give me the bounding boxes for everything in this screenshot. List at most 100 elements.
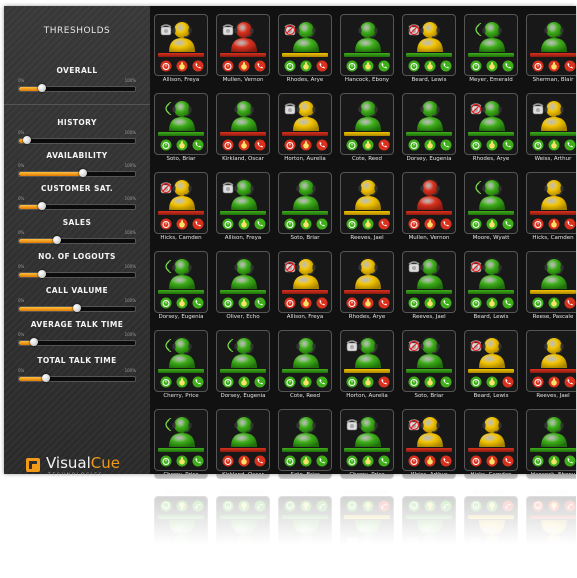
money-bag-icon[interactable]: [176, 500, 188, 512]
agent-card[interactable]: Beard, Lewis: [464, 487, 518, 558]
agent-card[interactable]: Kirkland, Oscar: [216, 474, 270, 479]
agent-card[interactable]: Reeves, Jael: [340, 172, 394, 243]
agent-card[interactable]: Weiss, Arthur: [402, 474, 456, 479]
money-bag-icon[interactable]: [238, 500, 250, 512]
timer-icon[interactable]: [160, 500, 172, 512]
agent-card[interactable]: Reese, Pascale: [526, 566, 576, 574]
handset-icon[interactable]: [192, 218, 204, 230]
money-bag-icon[interactable]: [176, 297, 188, 309]
handset-icon[interactable]: [564, 297, 576, 309]
agent-card[interactable]: Soto, Briar: [278, 172, 332, 243]
handset-icon[interactable]: [440, 297, 452, 309]
agent-card[interactable]: Hancock, Ebony: [526, 409, 576, 474]
threshold-slider-average-talk-time[interactable]: AVERAGE TALK TIME 0% 100%: [14, 320, 140, 358]
timer-icon[interactable]: [284, 297, 296, 309]
agent-card[interactable]: Kirkland, Oscar: [216, 93, 270, 164]
timer-icon[interactable]: [222, 297, 234, 309]
timer-icon[interactable]: [532, 376, 544, 388]
agent-card[interactable]: Reeves, Jael: [526, 330, 576, 401]
handset-icon[interactable]: [440, 455, 452, 467]
timer-icon[interactable]: [160, 60, 172, 72]
timer-icon[interactable]: [160, 218, 172, 230]
timer-icon[interactable]: [532, 455, 544, 467]
agent-card[interactable]: Dorsey, Eugenia: [402, 93, 456, 164]
agent-card[interactable]: Horton, Aurelia: [340, 330, 394, 401]
timer-icon[interactable]: [408, 376, 420, 388]
handset-icon[interactable]: [254, 455, 266, 467]
threshold-slider-overall[interactable]: OVERALL 0% 100%: [14, 66, 140, 104]
timer-icon[interactable]: [160, 297, 172, 309]
slider-handle[interactable]: [73, 304, 81, 312]
agent-card[interactable]: Sherman, Blair: [526, 14, 576, 85]
timer-icon[interactable]: [160, 455, 172, 467]
slider-track[interactable]: [18, 374, 136, 382]
handset-icon[interactable]: [192, 455, 204, 467]
timer-icon[interactable]: [532, 60, 544, 72]
handset-icon[interactable]: [316, 455, 328, 467]
timer-icon[interactable]: [222, 455, 234, 467]
slider-track[interactable]: [18, 304, 136, 312]
timer-icon[interactable]: [222, 218, 234, 230]
agent-card[interactable]: Cote, Reed: [278, 487, 332, 558]
agent-card[interactable]: Cherry, Price: [154, 330, 208, 401]
handset-icon[interactable]: [440, 218, 452, 230]
agent-card[interactable]: Cherry, Price: [340, 474, 394, 479]
handset-icon[interactable]: [564, 139, 576, 151]
agent-card[interactable]: Cherry, Price: [154, 487, 208, 558]
threshold-slider-history[interactable]: HISTORY 0% 100%: [14, 118, 140, 156]
money-bag-icon[interactable]: [424, 139, 436, 151]
money-bag-icon[interactable]: [176, 376, 188, 388]
threshold-slider-call-valume[interactable]: CALL VALUME 0% 100%: [14, 286, 140, 324]
money-bag-icon[interactable]: [176, 139, 188, 151]
slider-track[interactable]: [18, 270, 136, 278]
agent-card[interactable]: Beard, Lewis: [464, 330, 518, 401]
slider-track[interactable]: [18, 338, 136, 346]
money-bag-icon[interactable]: [300, 500, 312, 512]
timer-icon[interactable]: [284, 376, 296, 388]
agent-card[interactable]: Dorsey, Eugenia: [216, 487, 270, 558]
agent-card[interactable]: Hancock, Ebony: [340, 14, 394, 85]
handset-icon[interactable]: [254, 139, 266, 151]
agent-card[interactable]: Kirkland, Oscar: [216, 409, 270, 474]
money-bag-icon[interactable]: [548, 218, 560, 230]
money-bag-icon[interactable]: [176, 218, 188, 230]
threshold-slider-sales[interactable]: SALES 0% 100%: [14, 218, 140, 256]
timer-icon[interactable]: [470, 500, 482, 512]
handset-icon[interactable]: [440, 376, 452, 388]
money-bag-icon[interactable]: [238, 218, 250, 230]
handset-icon[interactable]: [254, 60, 266, 72]
timer-icon[interactable]: [470, 60, 482, 72]
handset-icon[interactable]: [378, 139, 390, 151]
timer-icon[interactable]: [408, 500, 420, 512]
timer-icon[interactable]: [470, 218, 482, 230]
timer-icon[interactable]: [222, 500, 234, 512]
agent-card[interactable]: Soto, Briar: [402, 487, 456, 558]
agent-card[interactable]: Weiss, Arthur: [402, 409, 456, 474]
handset-icon[interactable]: [502, 297, 514, 309]
money-bag-icon[interactable]: [486, 60, 498, 72]
handset-icon[interactable]: [502, 60, 514, 72]
slider-track[interactable]: [18, 236, 136, 244]
agent-card[interactable]: Oliver, Echo: [216, 566, 270, 574]
money-bag-icon[interactable]: [362, 455, 374, 467]
agent-card[interactable]: Reeves, Jael: [526, 487, 576, 558]
timer-icon[interactable]: [222, 139, 234, 151]
timer-icon[interactable]: [408, 218, 420, 230]
agent-card[interactable]: Rhodes, Arye: [464, 93, 518, 164]
timer-icon[interactable]: [408, 297, 420, 309]
agent-card[interactable]: Cote, Reed: [340, 93, 394, 164]
agent-card[interactable]: Rhodes, Arye: [278, 14, 332, 85]
handset-icon[interactable]: [564, 60, 576, 72]
handset-icon[interactable]: [440, 60, 452, 72]
money-bag-icon[interactable]: [424, 500, 436, 512]
timer-icon[interactable]: [346, 376, 358, 388]
agent-card[interactable]: Reese, Pascale: [526, 251, 576, 322]
threshold-slider-customer-sat[interactable]: CUSTOMER SAT. 0% 100%: [14, 184, 140, 222]
money-bag-icon[interactable]: [238, 60, 250, 72]
slider-track[interactable]: [18, 169, 136, 177]
handset-icon[interactable]: [378, 376, 390, 388]
money-bag-icon[interactable]: [424, 455, 436, 467]
handset-icon[interactable]: [316, 60, 328, 72]
money-bag-icon[interactable]: [238, 455, 250, 467]
timer-icon[interactable]: [222, 60, 234, 72]
